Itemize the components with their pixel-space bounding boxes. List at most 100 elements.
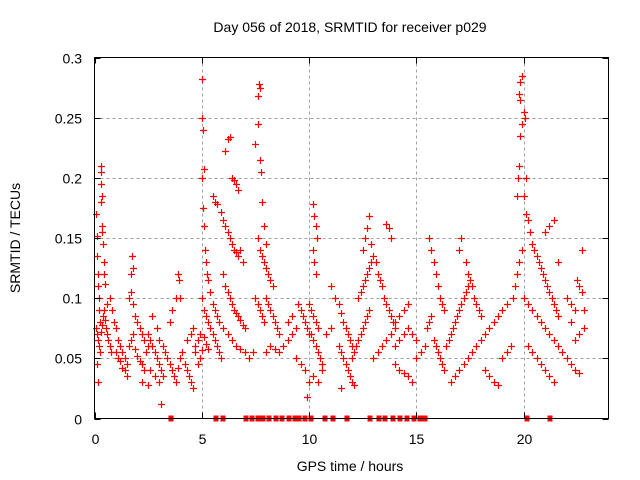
data-point (102, 281, 109, 288)
x-tick-label: 0 (92, 431, 100, 447)
data-point (338, 385, 345, 392)
data-point (433, 343, 440, 350)
data-point (99, 229, 106, 236)
data-point (205, 346, 212, 353)
data-point (214, 201, 221, 208)
data-point (188, 331, 195, 338)
data-point (499, 307, 506, 314)
data-point (456, 367, 463, 374)
data-point (95, 283, 102, 290)
data-point (401, 370, 408, 377)
data-point (124, 373, 131, 380)
data-point (265, 271, 272, 278)
data-point (413, 337, 420, 344)
data-point (579, 289, 586, 296)
data-point (103, 325, 110, 332)
data-point (263, 349, 270, 356)
data-point (195, 337, 202, 344)
data-point (546, 223, 553, 230)
data-point (467, 277, 474, 284)
data-point (205, 277, 212, 284)
data-point (117, 343, 124, 350)
data-point (177, 355, 184, 362)
data-point (439, 301, 446, 308)
data-point (156, 337, 163, 344)
data-point (263, 265, 270, 272)
data-point (218, 209, 225, 216)
data-point (145, 331, 152, 338)
data-point (122, 367, 129, 374)
data-point (302, 367, 309, 374)
data-point (564, 355, 571, 362)
data-point (383, 337, 390, 344)
data-point (495, 382, 502, 389)
data-point (200, 127, 207, 134)
data-point (119, 349, 126, 356)
data-point (538, 265, 545, 272)
data-point (336, 301, 343, 308)
data-point (328, 283, 335, 290)
data-point (207, 325, 214, 332)
data-point (310, 373, 317, 380)
data-point (504, 301, 511, 308)
data-point (454, 313, 461, 320)
data-point (338, 349, 345, 356)
data-point (392, 361, 399, 368)
data-point (396, 367, 403, 374)
data-point (95, 337, 102, 344)
data-point (132, 313, 139, 320)
data-point (349, 355, 356, 362)
data-point (175, 365, 182, 372)
data-point (345, 367, 352, 374)
data-point (431, 337, 438, 344)
data-point (289, 313, 296, 320)
data-point (186, 373, 193, 380)
data-point (132, 346, 139, 353)
data-point (222, 223, 229, 230)
data-point (366, 213, 373, 220)
data-point (542, 277, 549, 284)
data-point (210, 193, 217, 200)
x-tick-label: 15 (409, 431, 425, 447)
data-point (113, 349, 120, 356)
data-point (388, 313, 395, 320)
data-point (306, 301, 313, 308)
data-point (486, 325, 493, 332)
data-point (261, 319, 268, 326)
data-point (252, 141, 259, 148)
data-point (229, 337, 236, 344)
data-point (375, 349, 382, 356)
data-point (192, 349, 199, 356)
data-point (336, 343, 343, 350)
data-point (426, 235, 433, 242)
data-point (579, 247, 586, 254)
data-point (113, 325, 120, 332)
data-point (233, 249, 240, 256)
data-point (313, 271, 320, 278)
data-point (340, 355, 347, 362)
data-point (516, 91, 523, 98)
data-point (98, 169, 105, 176)
data-point (285, 337, 292, 344)
data-point (519, 247, 526, 254)
data-point (313, 319, 320, 326)
chart-title: Day 056 of 2018, SRMTID for receiver p02… (213, 19, 486, 35)
data-point (314, 235, 321, 242)
data-point (201, 307, 208, 314)
data-point (313, 343, 320, 350)
data-point (182, 361, 189, 368)
data-point (156, 379, 163, 386)
data-point (364, 313, 371, 320)
data-point (452, 373, 459, 380)
data-point (95, 379, 102, 386)
data-point (527, 229, 534, 236)
data-point (100, 241, 107, 248)
data-point (510, 295, 517, 302)
data-point (154, 325, 161, 332)
data-point (546, 373, 553, 380)
y-tick-label: 0.05 (55, 351, 82, 367)
data-point (370, 355, 377, 362)
data-point (553, 307, 560, 314)
data-point (538, 361, 545, 368)
